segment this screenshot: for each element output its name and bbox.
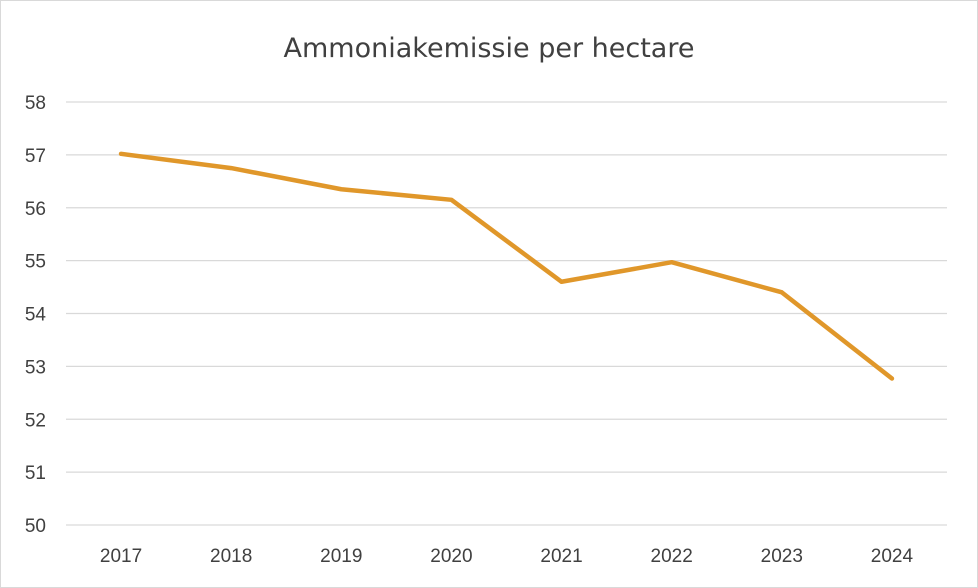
y-tick-label: 53 (25, 357, 46, 378)
y-tick-label: 51 (25, 463, 46, 484)
x-tick-label: 2019 (320, 546, 362, 567)
y-tick-label: 57 (25, 146, 46, 167)
x-tick-label: 2024 (871, 546, 914, 567)
x-tick-label: 2022 (651, 546, 693, 567)
y-tick-label: 56 (25, 199, 46, 220)
x-tick-label: 2020 (430, 546, 472, 567)
series-line (118, 151, 895, 381)
x-axis: 2017 2018 2019 2020 2021 2022 2023 2024 (100, 546, 914, 567)
x-tick-label: 2023 (761, 546, 803, 567)
y-axis: 50 51 52 53 54 55 56 57 58 (25, 93, 47, 537)
y-tick-label: 50 (25, 516, 46, 537)
gridlines (66, 101, 947, 526)
y-tick-label: 58 (25, 93, 46, 114)
x-tick-label: 2018 (210, 546, 252, 567)
x-tick-label: 2017 (100, 546, 142, 567)
y-tick-label: 54 (25, 305, 47, 326)
x-tick-label: 2021 (540, 546, 582, 567)
y-tick-label: 55 (25, 252, 46, 273)
series-layer (118, 151, 895, 381)
chart-title: Ammoniakemissie per hectare (284, 33, 695, 64)
y-tick-label: 52 (25, 410, 46, 431)
